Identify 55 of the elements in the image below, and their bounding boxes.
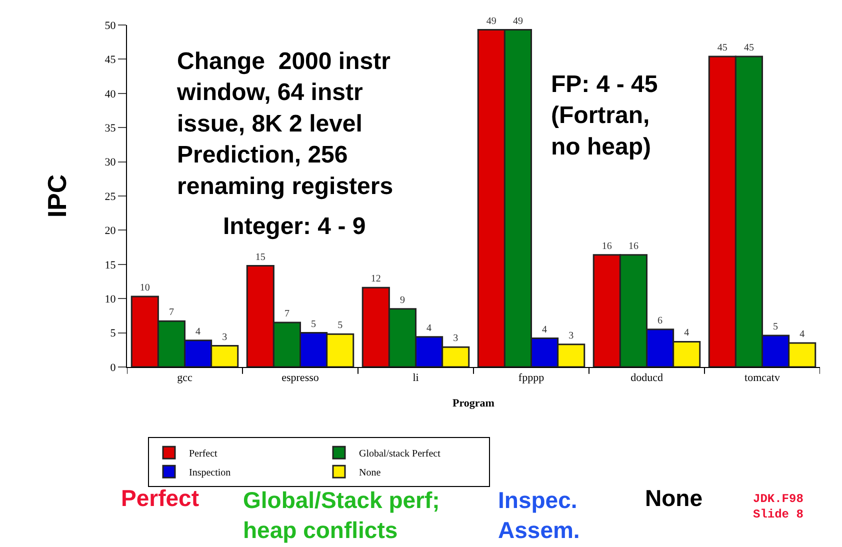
y-tick-label: 25 xyxy=(104,190,116,203)
x-axis-title: Program xyxy=(452,397,494,410)
data-label: 5 xyxy=(311,318,316,330)
text: Inspec. Assem. xyxy=(498,487,580,543)
data-label: 45 xyxy=(744,42,754,54)
data-label: 10 xyxy=(140,282,150,294)
data-label: 4 xyxy=(542,324,548,336)
data-label: 49 xyxy=(486,16,496,27)
annotation: Integer: 4 - 9 xyxy=(223,213,366,240)
text: JDK.F98 Slide 8 xyxy=(753,492,804,522)
y-tick-label: 50 xyxy=(104,20,116,32)
data-label: 3 xyxy=(568,330,574,342)
data-label: 16 xyxy=(628,240,638,252)
data-label: 4 xyxy=(196,326,201,338)
x-tick-label: tomcatv xyxy=(744,372,780,384)
x-tick-label: li xyxy=(412,372,419,384)
data-label: 6 xyxy=(658,315,663,326)
x-tick-label: doducd xyxy=(630,372,664,384)
legend-label: Inspection xyxy=(188,468,231,479)
y-tick-label: 20 xyxy=(104,225,116,238)
legend-label: Perfect xyxy=(188,448,218,460)
legend-label: None xyxy=(358,468,382,479)
data-label: 4 xyxy=(684,328,690,339)
x-tick-label: espresso xyxy=(282,372,320,384)
y-tick-label: 45 xyxy=(104,54,116,66)
data-label: 9 xyxy=(400,294,405,306)
text: Global/Stack perf; heap conflicts xyxy=(243,487,440,543)
legend-label: Global/stack Perfect xyxy=(358,448,441,460)
data-label: 49 xyxy=(512,16,523,27)
y-tick-label: 30 xyxy=(104,156,116,169)
x-tick-label: fpppp xyxy=(518,372,545,384)
data-label: 12 xyxy=(370,274,381,285)
data-label: 7 xyxy=(284,308,290,320)
data-label: 3 xyxy=(222,332,228,343)
data-label: 5 xyxy=(773,322,778,333)
data-label: 45 xyxy=(717,42,728,54)
y-axis-title: IPC xyxy=(42,174,72,218)
data-label: 4 xyxy=(800,329,805,340)
y-tick-label: 40 xyxy=(104,88,116,100)
y-tick-label: 15 xyxy=(104,259,116,272)
annotation: Change 2000 instr window, 64 instr issue, 8K 2 level Prediction, 256 renaming registers xyxy=(176,48,394,200)
data-label: 7 xyxy=(168,307,174,318)
y-tick-label: 10 xyxy=(104,293,116,306)
data-label: 3 xyxy=(453,333,458,344)
y-tick-label: 0 xyxy=(110,362,116,374)
annotation: FP: 4 - 45 (Fortran, no heap) xyxy=(551,71,658,160)
text: Perfect xyxy=(121,485,200,511)
data-label: 16 xyxy=(602,240,612,252)
data-label: 15 xyxy=(255,252,266,263)
y-tick-label: 35 xyxy=(104,122,116,134)
y-tick-label: 5 xyxy=(110,328,116,340)
data-label: 4 xyxy=(426,322,432,334)
x-tick-label: gcc xyxy=(177,372,192,384)
data-label: 5 xyxy=(338,320,343,332)
text: None xyxy=(645,485,702,511)
